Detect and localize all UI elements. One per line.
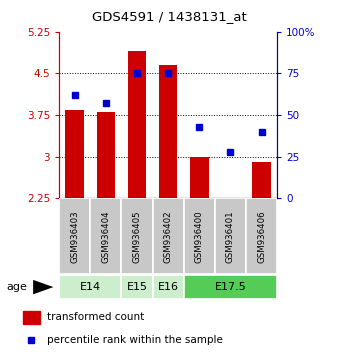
Bar (190, 156, 209, 198)
Text: E15: E15 (126, 282, 147, 292)
Text: GSM936402: GSM936402 (164, 210, 173, 263)
Text: GSM936405: GSM936405 (132, 210, 142, 263)
Bar (215, 198, 246, 274)
Bar (90, 198, 121, 274)
Text: GSM936406: GSM936406 (257, 210, 266, 263)
Bar (152, 198, 184, 274)
Text: percentile rank within the sample: percentile rank within the sample (47, 335, 222, 346)
Text: E14: E14 (80, 282, 101, 292)
Bar (184, 275, 277, 299)
Text: GSM936400: GSM936400 (195, 210, 204, 263)
Bar (23, 312, 40, 324)
Text: E17.5: E17.5 (215, 282, 246, 292)
Bar (246, 198, 277, 274)
Text: GSM936404: GSM936404 (101, 210, 111, 263)
Bar (59, 198, 90, 274)
Bar (65, 109, 84, 198)
Bar (159, 65, 177, 198)
Text: GSM936401: GSM936401 (226, 210, 235, 263)
Text: E16: E16 (158, 282, 179, 292)
Text: GDS4591 / 1438131_at: GDS4591 / 1438131_at (92, 10, 246, 23)
Bar (59, 275, 121, 299)
Bar (152, 275, 184, 299)
Bar (252, 162, 271, 198)
Text: GSM936403: GSM936403 (70, 210, 79, 263)
Bar (121, 198, 152, 274)
Text: age: age (7, 282, 28, 292)
Bar (128, 51, 146, 198)
Bar (121, 275, 152, 299)
Polygon shape (33, 280, 53, 294)
Text: transformed count: transformed count (47, 312, 144, 322)
Bar (184, 198, 215, 274)
Bar (97, 112, 115, 198)
